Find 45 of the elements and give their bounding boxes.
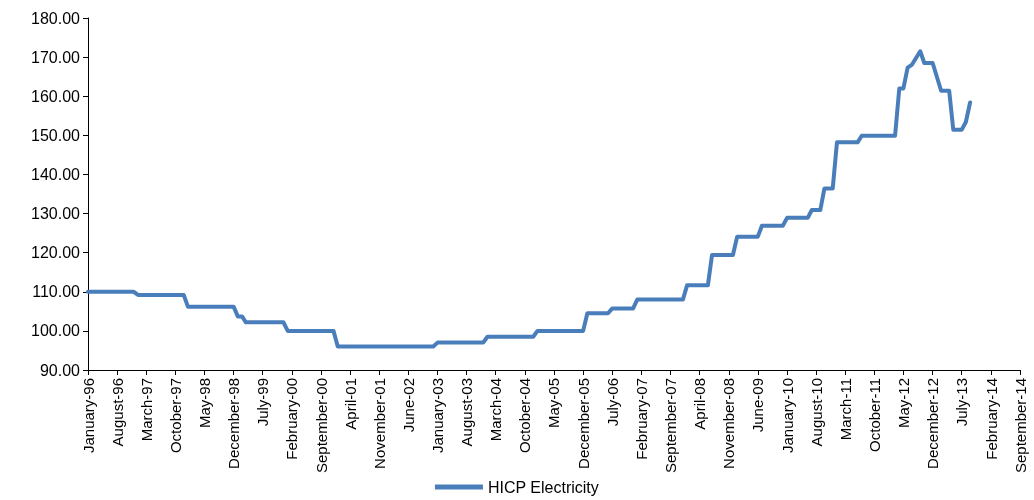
x-tick-label: January-96	[79, 378, 97, 454]
x-tick-label: May-98	[195, 378, 213, 429]
x-tick-label: August-10	[807, 378, 825, 447]
x-tick-label: March-11	[836, 378, 854, 441]
x-tick-label: January-10	[778, 378, 796, 454]
x-tick-label: December-05	[574, 378, 592, 469]
x-tick-label: January-03	[429, 378, 447, 454]
x-tick-label: October-11	[865, 378, 883, 452]
x-tick-label: November-08	[720, 378, 738, 469]
y-tick-label: 90.00	[39, 361, 81, 379]
x-tick-label: September-00	[312, 378, 330, 474]
x-tick-label: April-01	[341, 378, 359, 430]
x-tick-label: July-13	[953, 378, 971, 427]
legend-label: HICP Electricity	[487, 478, 599, 496]
y-tick-label: 120.00	[31, 244, 81, 262]
x-tick-label: June-09	[749, 378, 767, 433]
x-tick-label: December-12	[924, 378, 942, 469]
x-tick-label: July-06	[603, 378, 621, 427]
y-tick-label: 170.00	[31, 48, 81, 66]
y-tick-label: 180.00	[31, 9, 81, 27]
x-tick-label: December-98	[225, 378, 243, 469]
x-tick-label: June-02	[399, 378, 417, 433]
y-tick-label: 160.00	[31, 87, 81, 105]
y-tick-label: 130.00	[31, 205, 81, 223]
x-tick-label: March-97	[137, 378, 155, 442]
x-tick-label: November-01	[370, 378, 388, 469]
x-tick-label: February-07	[632, 378, 650, 460]
line-series	[86, 49, 973, 349]
x-tick-label: October-97	[166, 378, 184, 454]
x-tick-label: October-04	[516, 378, 534, 454]
y-tick-label: 140.00	[31, 165, 81, 183]
x-tick-label: May-05	[545, 378, 563, 429]
x-tick-label: September-14	[1011, 378, 1029, 474]
x-tick-label: July-99	[254, 378, 272, 427]
x-tick-label: February-14	[982, 378, 1000, 460]
y-tick-label: 100.00	[31, 322, 81, 340]
x-tick-label: August-03	[458, 378, 476, 447]
x-tick-label: February-00	[283, 378, 301, 460]
y-tick-label: 150.00	[31, 126, 81, 144]
x-tick-label: April-08	[691, 378, 709, 430]
x-tick-label: May-12	[894, 378, 912, 429]
x-tick-label: March-04	[487, 378, 505, 442]
x-tick-label: August-96	[108, 378, 126, 447]
x-tick-label: September-07	[661, 378, 679, 474]
y-tick-label: 110.00	[32, 283, 81, 301]
